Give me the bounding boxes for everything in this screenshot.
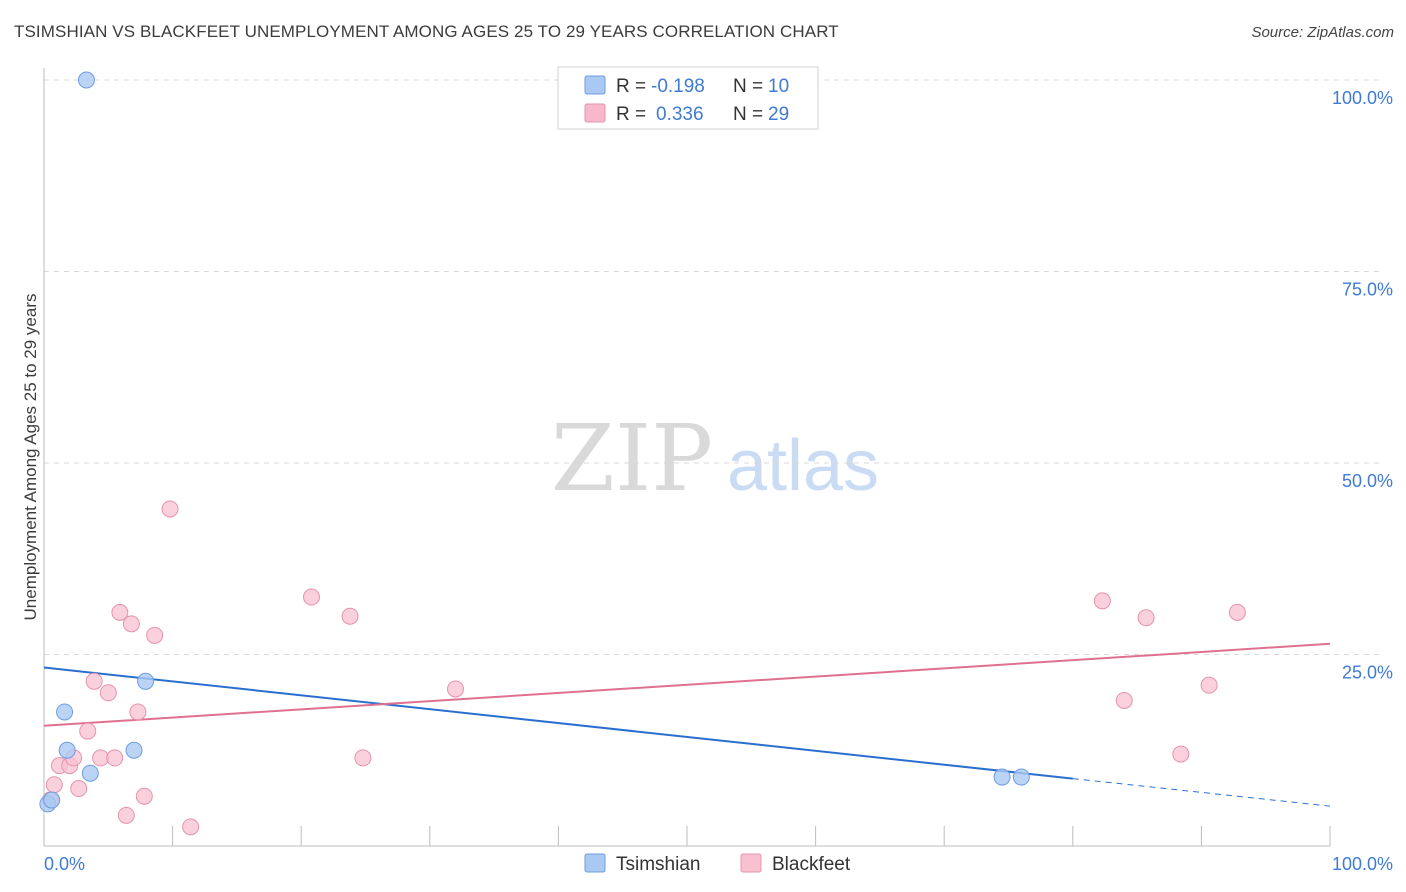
watermark-zip: ZIP xyxy=(551,405,713,512)
blackfeet-point xyxy=(354,749,372,767)
blackfeet-point xyxy=(85,672,103,690)
tsimshian-point xyxy=(43,791,61,809)
blackfeet-point xyxy=(135,787,153,805)
y-axis-label: Unemployment Among Ages 25 to 29 years xyxy=(21,294,40,621)
legend-tsimshian-swatch xyxy=(584,853,606,873)
blackfeet-n-label: N = xyxy=(733,104,763,125)
tsimshian-n-label: N = xyxy=(733,76,763,97)
series-legend: Tsimshian Blackfeet xyxy=(584,853,851,875)
y-tick-label: 50.0% xyxy=(1342,471,1393,491)
blackfeet-r-value: 0.336 xyxy=(656,104,704,125)
blackfeet-point xyxy=(341,607,359,625)
blackfeet-point xyxy=(129,703,147,721)
tsimshian-point xyxy=(58,741,76,759)
y-tick-label: 25.0% xyxy=(1342,663,1393,683)
tsimshian-point xyxy=(993,768,1011,786)
legend-blackfeet-label: Blackfeet xyxy=(772,854,851,875)
tsimshian-point xyxy=(137,672,155,690)
blackfeet-point xyxy=(45,776,63,794)
tsimshian-point xyxy=(125,741,143,759)
blackfeet-n-value: 29 xyxy=(768,104,789,125)
blackfeet-point xyxy=(70,780,88,798)
y-tick-label: 75.0% xyxy=(1342,280,1393,300)
blackfeet-point xyxy=(1093,592,1111,610)
tsimshian-point xyxy=(77,71,95,89)
blackfeet-trend-line xyxy=(43,642,1331,727)
tsimshian-swatch xyxy=(584,75,606,95)
stats-legend: R = -0.198 N = 10 R = 0.336 N = 29 xyxy=(557,66,819,130)
legend-tsimshian-label: Tsimshian xyxy=(616,854,700,875)
tick-labels: 100.0% 75.0% 50.0% 25.0% 0.0% 100.0% xyxy=(44,88,1393,874)
blackfeet-point xyxy=(106,749,124,767)
blackfeet-point xyxy=(1228,603,1246,621)
blackfeet-point xyxy=(92,749,110,767)
blackfeet-point xyxy=(1200,676,1218,694)
blackfeet-point xyxy=(1172,745,1190,763)
tsimshian-trend-extension xyxy=(1072,778,1331,807)
y-tick-label: 100.0% xyxy=(1332,88,1393,108)
blackfeet-point xyxy=(117,806,135,824)
tsimshian-point xyxy=(1012,768,1030,786)
blackfeet-point xyxy=(122,615,140,633)
blackfeet-point xyxy=(302,588,320,606)
axes xyxy=(43,68,1331,847)
blackfeet-point xyxy=(146,626,164,644)
chart-title: TSIMSHIAN VS BLACKFEET UNEMPLOYMENT AMON… xyxy=(14,22,839,41)
blackfeet-swatch xyxy=(584,103,606,123)
tsimshian-point xyxy=(56,703,74,721)
blackfeet-point xyxy=(447,680,465,698)
blackfeet-point xyxy=(111,603,129,621)
tsimshian-r-label: R = xyxy=(616,76,646,97)
tsimshian-point xyxy=(81,764,99,782)
trend-lines xyxy=(43,642,1331,807)
blackfeet-point xyxy=(99,684,117,702)
blackfeet-point xyxy=(182,818,200,836)
blackfeet-point xyxy=(79,722,97,740)
legend-blackfeet-swatch xyxy=(740,853,762,873)
blackfeet-point xyxy=(1115,691,1133,709)
gridlines xyxy=(44,79,1380,655)
tsimshian-n-value: 10 xyxy=(768,76,789,97)
tsimshian-r-value: -0.198 xyxy=(651,76,705,97)
watermark-atlas: atlas xyxy=(727,426,879,506)
x-tick-label-start: 0.0% xyxy=(44,854,85,874)
source-label: Source: ZipAtlas.com xyxy=(1251,24,1394,41)
data-points xyxy=(39,71,1246,836)
blackfeet-r-label: R = xyxy=(616,104,646,125)
blackfeet-point xyxy=(1137,609,1155,627)
tsimshian-trend-line xyxy=(43,666,1073,780)
x-tick-label-end: 100.0% xyxy=(1332,854,1393,874)
blackfeet-point xyxy=(161,500,179,518)
